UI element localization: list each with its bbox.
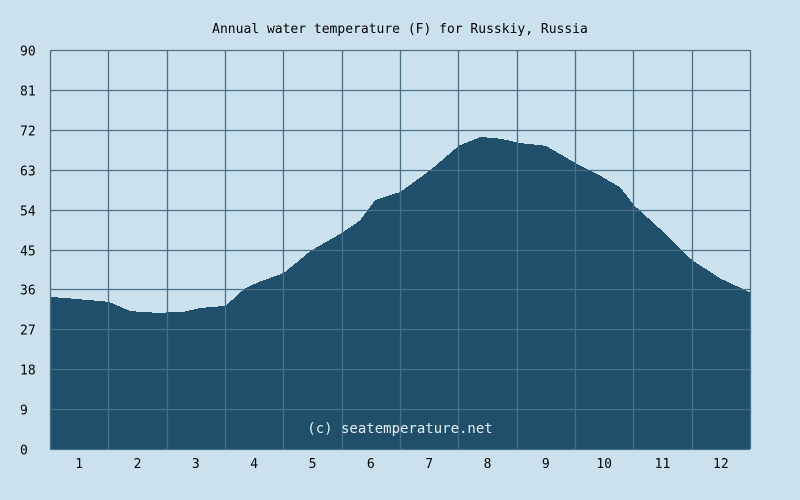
y-tick-label: 63: [20, 165, 36, 180]
y-tick-label: 27: [20, 324, 36, 339]
y-tick-label: 81: [20, 85, 36, 100]
x-tick-label: 2: [134, 457, 142, 472]
x-tick-label: 8: [484, 457, 492, 472]
y-tick-label: 45: [20, 245, 36, 260]
y-tick-label: 36: [20, 284, 36, 299]
y-tick-label: 0: [20, 444, 28, 459]
x-tick-label: 12: [713, 457, 729, 472]
chart-title: Annual water temperature (F) for Russkiy…: [212, 22, 588, 37]
y-tick-label: 9: [20, 404, 28, 419]
x-tick-label: 7: [425, 457, 433, 472]
x-tick-label: 9: [542, 457, 550, 472]
watermark: (c) seatemperature.net: [307, 421, 492, 437]
x-tick-label: 4: [250, 457, 258, 472]
x-tick-label: 6: [367, 457, 375, 472]
x-tick-label: 3: [192, 457, 200, 472]
x-tick-label: 10: [596, 457, 612, 472]
y-tick-label: 18: [20, 364, 36, 379]
y-tick-label: 54: [20, 205, 36, 220]
x-tick-label: 11: [655, 457, 671, 472]
y-tick-label: 72: [20, 125, 36, 140]
x-tick-label: 5: [309, 457, 317, 472]
x-tick-label: 1: [75, 457, 83, 472]
y-tick-label: 90: [20, 45, 36, 60]
